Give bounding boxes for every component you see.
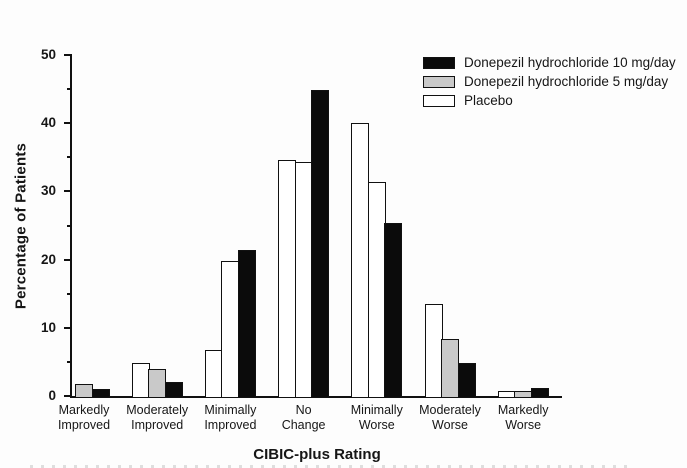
bar [294,162,313,398]
legend-swatch-placebo [423,94,455,107]
y-major-tick [64,395,72,397]
legend: Donepezil hydrochloride 10 mg/day Donepe… [423,53,676,110]
bar [204,350,223,398]
y-tick-label: 30 [40,183,56,199]
y-tick-label: 0 [48,388,56,403]
bar [148,369,167,398]
x-axis-title: CIBIC-plus Rating [253,446,381,463]
legend-swatch-10mg [423,56,455,69]
y-major-tick [64,54,72,56]
bar [457,363,476,398]
y-axis-line [70,55,72,398]
bar [424,304,443,398]
legend-swatch-5mg [423,75,455,88]
legend-label: Donepezil hydrochloride 10 mg/day [464,55,676,70]
bar [278,160,297,398]
y-minor-tick [67,224,72,227]
category-label: Markedly Worse [497,403,549,432]
bar [131,363,150,398]
bar [367,182,386,398]
category-label: Moderately Improved [126,403,189,432]
legend-item-donepezil-10mg: Donepezil hydrochloride 10 mg/day [423,53,676,72]
y-tick-label: 10 [40,319,56,335]
y-major-tick [64,258,72,261]
category-label: Minimally Improved [204,403,257,432]
legend-label: Placebo [464,93,513,108]
y-minor-tick [67,88,72,91]
y-minor-tick [67,292,72,295]
category-label: Markedly Improved [57,403,111,432]
category-label: No Change [281,403,326,432]
y-minor-tick [67,156,72,159]
category-label: Minimally Worse [350,403,403,432]
bar [75,384,93,398]
y-tick-label: 20 [40,251,56,267]
bar [514,391,533,398]
bar [384,223,403,398]
y-axis-title: Percentage of Patients [12,142,30,310]
bar [221,261,240,398]
y-minor-tick [67,360,72,363]
cropped-text-artifact [30,465,630,468]
bar [530,388,549,398]
y-tick-label: 40 [40,115,56,131]
y-major-tick [64,326,72,329]
bar [311,90,330,398]
y-tick-label: 50 [40,47,56,62]
bar [164,382,183,398]
bar [91,389,110,398]
category-label: Moderately Worse [419,403,481,432]
legend-item-donepezil-5mg: Donepezil hydrochloride 5 mg/day [423,72,676,91]
bar [351,123,370,398]
y-major-tick [64,122,72,125]
bar [441,339,459,398]
bar [497,391,516,398]
legend-item-placebo: Placebo [423,91,676,110]
y-major-tick [64,190,72,193]
bar [237,250,256,398]
legend-label: Donepezil hydrochloride 5 mg/day [464,74,669,89]
